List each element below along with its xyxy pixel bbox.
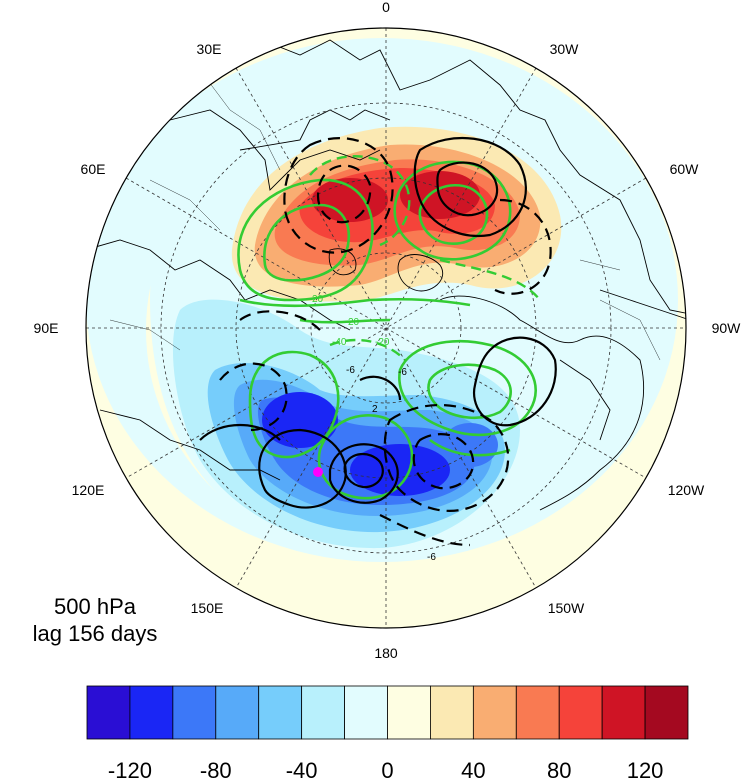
contour-label: -6 [427,552,436,563]
colorbar-swatch [558,685,603,740]
contour-label: -6 [346,365,355,376]
level-label: 500 hPa [54,594,136,619]
colorbar-swatch [301,685,345,740]
lon-label-150e: 150E [191,600,224,616]
lon-label-30w: 30W [550,41,580,57]
colorbar-swatch [215,685,260,740]
contour-labels: 20 20 -20 -40 -6 -6 2 -6 [312,294,436,563]
colorbar-tick-label: 0 [381,758,393,779]
colorbar-swatch [172,685,217,740]
black-contours [199,136,557,509]
colorbar-swatch [344,685,388,740]
colorbar-swatch [644,685,689,740]
lon-label-150w: 150W [548,600,585,616]
lon-label-60w: 60W [670,161,700,177]
colorbar-swatch [258,685,303,740]
contour-label: 20 [348,317,360,328]
colorbar-tick-labels: -120 -80 -40 0 40 80 120 [108,758,664,779]
lon-label-120w: 120W [668,482,705,498]
colorbar-swatch [472,685,517,740]
lon-label-0: 0 [382,0,390,15]
contour-label: -40 [332,337,347,348]
lon-label-180: 180 [374,645,398,661]
black-contours-dashed [219,137,552,547]
lon-label-30e: 30E [197,41,222,57]
contour-label: 2 [372,404,378,415]
lon-label-90e: 90E [34,320,59,336]
map-boundary [85,27,687,629]
map-disc: 20 20 -20 -40 -6 -6 2 -6 [86,28,686,628]
lon-label-90w: 90W [712,320,742,336]
contour-label: 20 [312,294,324,305]
colorbar-swatch [129,685,174,740]
colorbar-swatch [515,685,560,740]
lon-label-60e: 60E [81,161,106,177]
colorbar-tick-label: 120 [627,758,664,779]
green-contours-dashed [309,155,541,361]
longitude-labels: 0 30W 60W 90W 120W 150W 180 150E 120E 90… [34,0,742,661]
colorbar-tick-label: -120 [108,758,152,779]
colorbar-tick-label: -40 [286,758,318,779]
colorbar-tick-label: 80 [547,758,571,779]
colorbar-tick-label: -80 [200,758,232,779]
lag-label: lag 156 days [32,621,158,646]
graticule [86,28,686,628]
lon-label-120e: 120E [72,482,105,498]
colorbar-swatch [430,685,474,740]
location-marker [313,467,323,477]
colorbar-swatch [86,685,131,740]
colorbar-swatch [601,685,646,740]
colorbar-tick-label: 40 [461,758,485,779]
contour-label: -20 [375,337,390,348]
borders [109,69,661,361]
contour-label: -6 [398,367,407,378]
colorbar-swatch [387,685,431,740]
colorbar [86,685,689,740]
